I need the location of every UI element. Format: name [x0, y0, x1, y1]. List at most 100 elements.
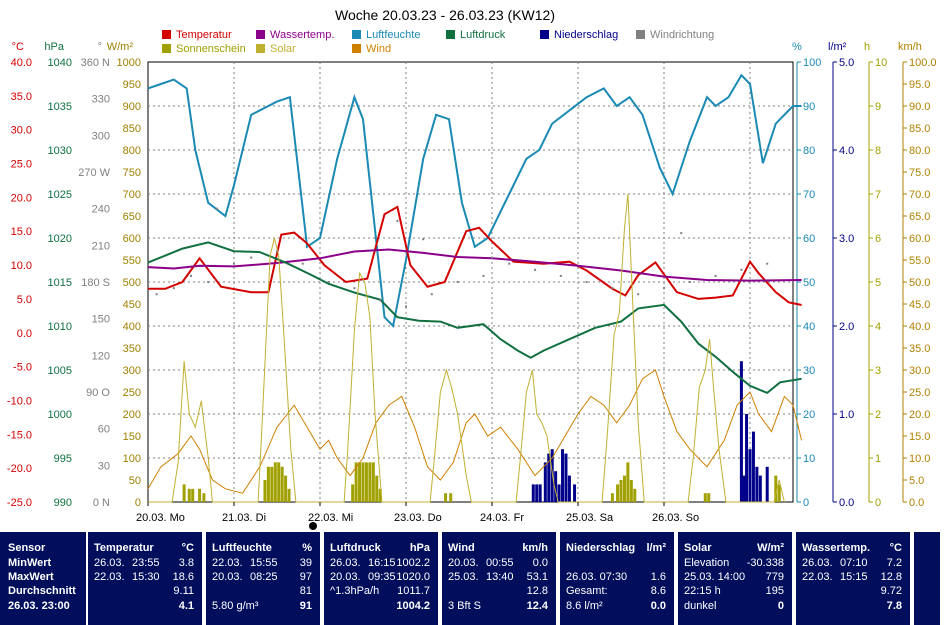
- axis-tick-label: 270 W: [78, 167, 110, 179]
- bar-series: [182, 361, 781, 502]
- series-line-temperatur: [148, 205, 802, 306]
- stat-cell: 53.1: [526, 571, 548, 583]
- axis-tick-label: 3: [875, 365, 881, 377]
- point-windrichtung: [792, 256, 794, 259]
- point-windrichtung: [353, 287, 356, 290]
- axis-tick-label: 1025: [48, 189, 72, 201]
- axis-tick-label: 0: [135, 497, 141, 509]
- axis-tick-label: -15.0: [7, 429, 32, 441]
- point-windrichtung: [740, 268, 743, 271]
- axis-unit: %: [792, 41, 802, 53]
- axis-tick-label: 1.0: [839, 409, 854, 421]
- stat-cell: 16:15: [368, 557, 396, 569]
- axis-tick-label: 70: [803, 189, 815, 201]
- point-windrichtung: [680, 232, 683, 235]
- precipitation-box: Niederschlag l/m² 26.03. 07:30 1.6 Gesamt: 8.…: [560, 532, 674, 625]
- stat-cell: 22.03.: [212, 557, 243, 569]
- axis-tick-label: 15.0: [909, 431, 930, 443]
- axis-tick-label: 1005: [48, 365, 72, 377]
- axis-tick-label: 5.0: [17, 294, 32, 306]
- axis-tick-label: 90.0: [909, 101, 930, 113]
- legend-label: Solar: [270, 43, 296, 55]
- x-tick-label: 20.03. Mo: [136, 512, 185, 524]
- axis-tick-label: 40.0: [11, 57, 32, 69]
- stat-cell: 25.03.: [448, 571, 479, 583]
- legend-swatch: [352, 44, 361, 53]
- bar-niederschlag: [543, 462, 547, 502]
- axis-tick-label: -5.0: [13, 362, 32, 374]
- axis-tick-label: 60.0: [909, 233, 930, 245]
- bar-sonnenschein: [707, 493, 711, 502]
- legend-swatch: [256, 44, 265, 53]
- axis-tick-label: 100.0: [909, 57, 937, 69]
- axis-tick-label: 10.0: [11, 260, 32, 272]
- point-windrichtung: [482, 274, 485, 277]
- summary-panel: Sensor MinWert MaxWert Durchschnitt 26.0…: [0, 532, 950, 625]
- bar-niederschlag: [531, 484, 535, 502]
- bar-sonnenschein: [182, 484, 186, 502]
- stat-cell: 97: [299, 571, 312, 583]
- axis-tick-label: 80.0: [909, 145, 930, 157]
- legend-label: Sonnenschein: [176, 43, 246, 55]
- axis-tick-label: 100: [123, 453, 141, 465]
- bar-sonnenschein: [629, 480, 633, 502]
- axis-tick-label: 30.0: [909, 365, 930, 377]
- axis-tick-label: 250: [123, 387, 141, 399]
- bar-sonnenschein: [610, 493, 614, 502]
- axis-tick-label: 90 O: [86, 387, 110, 399]
- axis-tick-label: 1000: [48, 409, 72, 421]
- stat-cell: -30.338: [746, 557, 784, 569]
- bar-sonnenschein: [626, 462, 630, 502]
- left-axes: °C 40.0 35.0 30.0 25.0 20.0 15.0 10.0 5.0 0.0 -5.0…: [7, 41, 141, 509]
- axis-tick-label: -20.0: [7, 463, 32, 475]
- axis-tick-label: 550: [123, 255, 141, 267]
- bar-sonnenschein: [774, 475, 778, 502]
- legend-label: Luftfeuchte: [366, 29, 420, 41]
- axis-tick-label: 3.0: [839, 233, 854, 245]
- axis-tick-label: 800: [123, 145, 141, 157]
- axis-unit: km/h: [898, 41, 922, 53]
- axis-tick-label: 40.0: [909, 321, 930, 333]
- legend-swatch: [162, 30, 171, 39]
- axis-tick-label: 0: [803, 497, 809, 509]
- axis-tick-label: 9: [875, 101, 881, 113]
- point-windrichtung: [508, 262, 511, 265]
- stat-cell: 20.03.: [212, 571, 243, 583]
- x-tick-label: 23.03. Do: [394, 512, 442, 524]
- axis-tick-label: 5: [875, 277, 881, 289]
- axis-tick-label: 700: [123, 189, 141, 201]
- stat-cell: 779: [765, 571, 784, 583]
- axis-tick-label: 360 N: [81, 57, 110, 69]
- stat-unit: l/m²: [646, 542, 666, 554]
- stat-cell: 12.8: [526, 585, 548, 597]
- legend-swatch: [162, 44, 171, 53]
- stat-cell: Elevation: [684, 557, 730, 569]
- humidity-box: Luftfeuchte% 22.03. 15:55 39 20.03. 08:25 97 81…: [206, 532, 320, 625]
- stat-header: Wassertemp.: [802, 542, 871, 554]
- axis-unit: °: [98, 41, 102, 53]
- stat-cell: 195: [765, 585, 784, 597]
- x-tick-label: 26.03. So: [652, 512, 699, 524]
- point-windrichtung: [276, 250, 278, 253]
- stat-cell: 8.6 l/m²: [566, 600, 603, 612]
- bar-niederschlag: [573, 484, 577, 502]
- axis-tick-label: 1020: [48, 233, 72, 245]
- point-windrichtung: [456, 281, 459, 283]
- stat-header: Luftfeuchte: [212, 542, 272, 554]
- axis-tick-label: 200: [123, 409, 141, 421]
- bar-niederschlag: [751, 431, 755, 502]
- bar-niederschlag: [745, 414, 749, 502]
- axis-tick-label: 20.0: [909, 409, 930, 421]
- axis-tick-label: 995: [54, 453, 72, 465]
- stat-cell: 0.0: [650, 600, 666, 612]
- bar-sonnenschein: [444, 493, 448, 502]
- point-windrichtung: [250, 256, 253, 259]
- bar-sonnenschein: [198, 488, 202, 502]
- axis-tick-label: 95.0: [909, 79, 930, 91]
- bar-sonnenschein: [371, 462, 375, 502]
- series-line-wind: [147, 369, 803, 494]
- stat-cell: 26.03.: [802, 557, 833, 569]
- axis-tick-label: 600: [123, 233, 141, 245]
- point-windrichtung: [534, 268, 536, 271]
- bar-sonnenschein: [354, 462, 358, 502]
